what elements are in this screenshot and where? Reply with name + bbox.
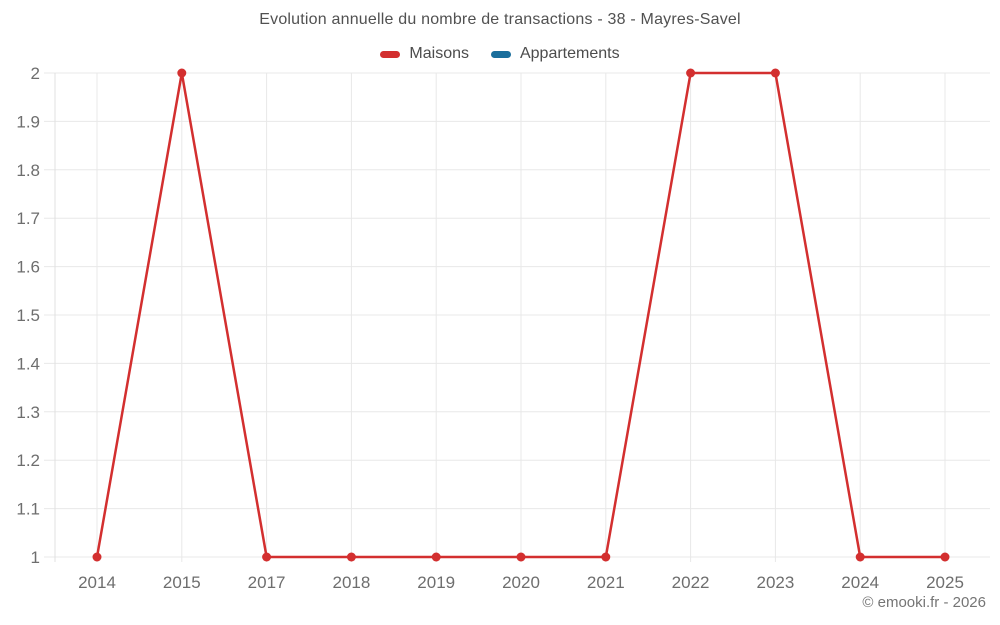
- data-point-marker[interactable]: [177, 68, 187, 78]
- y-axis-tick-label: 1.3: [16, 403, 40, 422]
- legend-item-maisons[interactable]: Maisons: [380, 45, 469, 63]
- data-point-marker[interactable]: [855, 552, 865, 562]
- watermark-credit: © emooki.fr - 2026: [862, 594, 986, 611]
- x-axis-tick-label: 2023: [756, 573, 794, 592]
- data-point-marker[interactable]: [262, 552, 272, 562]
- y-axis-tick-label: 1.1: [16, 500, 40, 519]
- x-axis-tick-label: 2020: [502, 573, 540, 592]
- y-axis-tick-label: 1.6: [16, 258, 40, 277]
- data-point-marker[interactable]: [940, 552, 950, 562]
- y-axis-tick-label: 1.8: [16, 161, 40, 180]
- y-axis-tick-label: 2: [31, 64, 40, 83]
- chart-legend: Maisons Appartements: [0, 45, 1000, 63]
- x-axis-tick-label: 2025: [926, 573, 964, 592]
- data-point-marker[interactable]: [346, 552, 356, 562]
- data-point-marker[interactable]: [516, 552, 526, 562]
- x-axis-tick-label: 2017: [248, 573, 286, 592]
- data-point-marker[interactable]: [92, 552, 102, 562]
- x-axis-tick-label: 2019: [417, 573, 455, 592]
- x-axis-tick-label: 2024: [841, 573, 879, 592]
- legend-label-maisons: Maisons: [409, 45, 469, 62]
- y-axis-tick-label: 1: [31, 548, 40, 567]
- legend-label-appartements: Appartements: [519, 45, 620, 62]
- data-point-marker[interactable]: [431, 552, 441, 562]
- y-axis-tick-label: 1.9: [16, 112, 40, 131]
- data-point-marker[interactable]: [601, 552, 611, 562]
- data-point-marker[interactable]: [770, 68, 780, 78]
- y-axis-tick-label: 1.5: [16, 306, 40, 325]
- y-axis-tick-label: 1.2: [16, 451, 40, 470]
- x-axis-tick-label: 2021: [587, 573, 625, 592]
- y-axis-tick-label: 1.7: [16, 209, 40, 228]
- maisons-series-swatch-icon: [380, 50, 401, 58]
- y-axis-tick-label: 1.4: [16, 354, 40, 373]
- appartements-series-swatch-icon: [490, 50, 511, 58]
- chart-title: Evolution annuelle du nombre de transact…: [259, 11, 741, 28]
- x-axis-tick-label: 2015: [163, 573, 201, 592]
- data-point-marker[interactable]: [686, 68, 696, 78]
- legend-item-appartements[interactable]: Appartements: [490, 45, 620, 63]
- x-axis-tick-label: 2022: [672, 573, 710, 592]
- x-axis-tick-label: 2018: [332, 573, 370, 592]
- x-axis-tick-label: 2014: [78, 573, 116, 592]
